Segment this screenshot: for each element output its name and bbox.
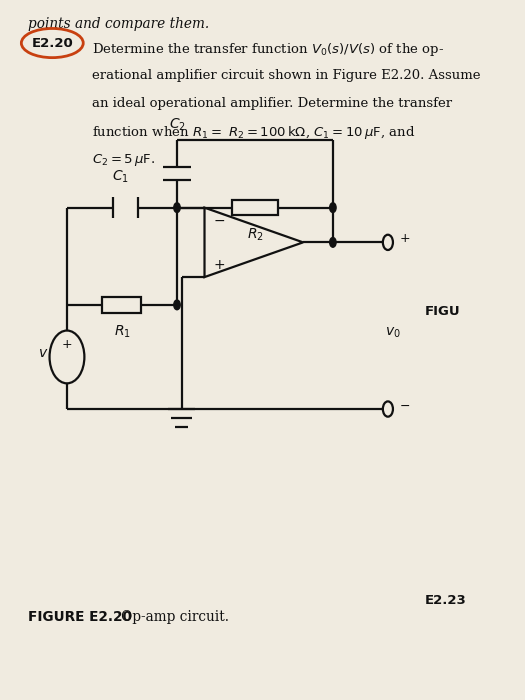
Circle shape: [174, 203, 180, 213]
FancyBboxPatch shape: [232, 200, 278, 216]
Text: $-$: $-$: [400, 399, 411, 412]
Circle shape: [383, 401, 393, 416]
Text: function when $R_1 =$ $R_2 = 100\,\mathrm{k\Omega}$, $C_1 = 10\,\mu\mathrm{F}$, : function when $R_1 =$ $R_2 = 100\,\mathr…: [92, 125, 415, 141]
Text: E2.20: E2.20: [32, 36, 73, 50]
Circle shape: [383, 234, 393, 250]
Text: $-$: $-$: [213, 213, 225, 227]
Text: $C_2$: $C_2$: [169, 116, 185, 132]
FancyBboxPatch shape: [102, 298, 141, 312]
Text: E2.23: E2.23: [425, 594, 466, 606]
Text: points and compare them.: points and compare them.: [28, 17, 209, 31]
Text: Op-amp circuit.: Op-amp circuit.: [108, 610, 229, 624]
Text: $C_1$: $C_1$: [112, 168, 129, 185]
Text: $v_0$: $v_0$: [385, 326, 401, 340]
Text: erational amplifier circuit shown in Figure E2.20. Assume: erational amplifier circuit shown in Fig…: [92, 69, 481, 82]
Text: $R_2$: $R_2$: [247, 226, 264, 243]
Text: $v$: $v$: [38, 346, 48, 360]
Text: FIGURE E2.20: FIGURE E2.20: [28, 610, 132, 624]
Circle shape: [330, 203, 336, 213]
Text: $+$: $+$: [400, 232, 411, 246]
Text: $R_1$: $R_1$: [113, 323, 130, 340]
Circle shape: [174, 300, 180, 309]
Text: FIGU: FIGU: [425, 305, 460, 318]
Text: +: +: [61, 338, 72, 351]
Text: $C_2 = 5\,\mu\mathrm{F}$.: $C_2 = 5\,\mu\mathrm{F}$.: [92, 152, 155, 168]
Text: $+$: $+$: [213, 258, 225, 272]
Text: Determine the transfer function $V_0(s)/V(s)$ of the op-: Determine the transfer function $V_0(s)/…: [92, 41, 444, 58]
Text: an ideal operational amplifier. Determine the transfer: an ideal operational amplifier. Determin…: [92, 97, 453, 109]
Circle shape: [330, 237, 336, 247]
